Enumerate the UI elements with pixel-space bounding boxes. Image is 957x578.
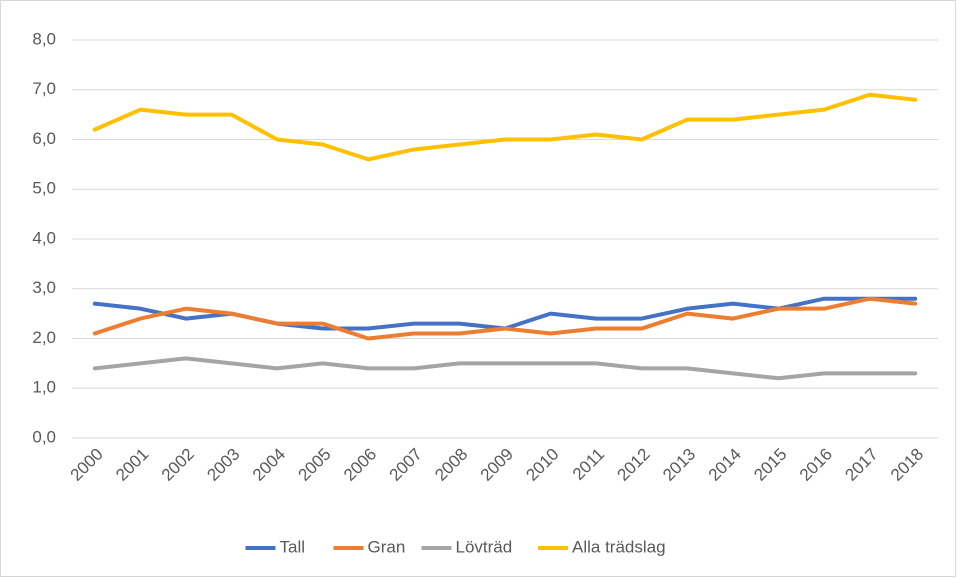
y-tick-label: 0,0 xyxy=(32,427,56,446)
legend-label: Gran xyxy=(368,537,406,556)
y-tick-label: 5,0 xyxy=(32,179,56,198)
y-tick-label: 1,0 xyxy=(32,378,56,397)
y-tick-label: 3,0 xyxy=(32,278,56,297)
legend-label: Tall xyxy=(280,537,306,556)
legend-label: Alla trädslag xyxy=(572,537,666,556)
series-line xyxy=(92,92,918,162)
y-tick-label: 7,0 xyxy=(32,79,56,98)
legend-label: Lövträd xyxy=(456,537,513,556)
y-tick-label: 6,0 xyxy=(32,129,56,148)
series-line xyxy=(92,296,918,341)
series-line xyxy=(92,356,918,381)
y-tick-label: 2,0 xyxy=(32,328,56,347)
y-tick-label: 8,0 xyxy=(32,29,56,48)
y-tick-label: 4,0 xyxy=(32,228,56,247)
